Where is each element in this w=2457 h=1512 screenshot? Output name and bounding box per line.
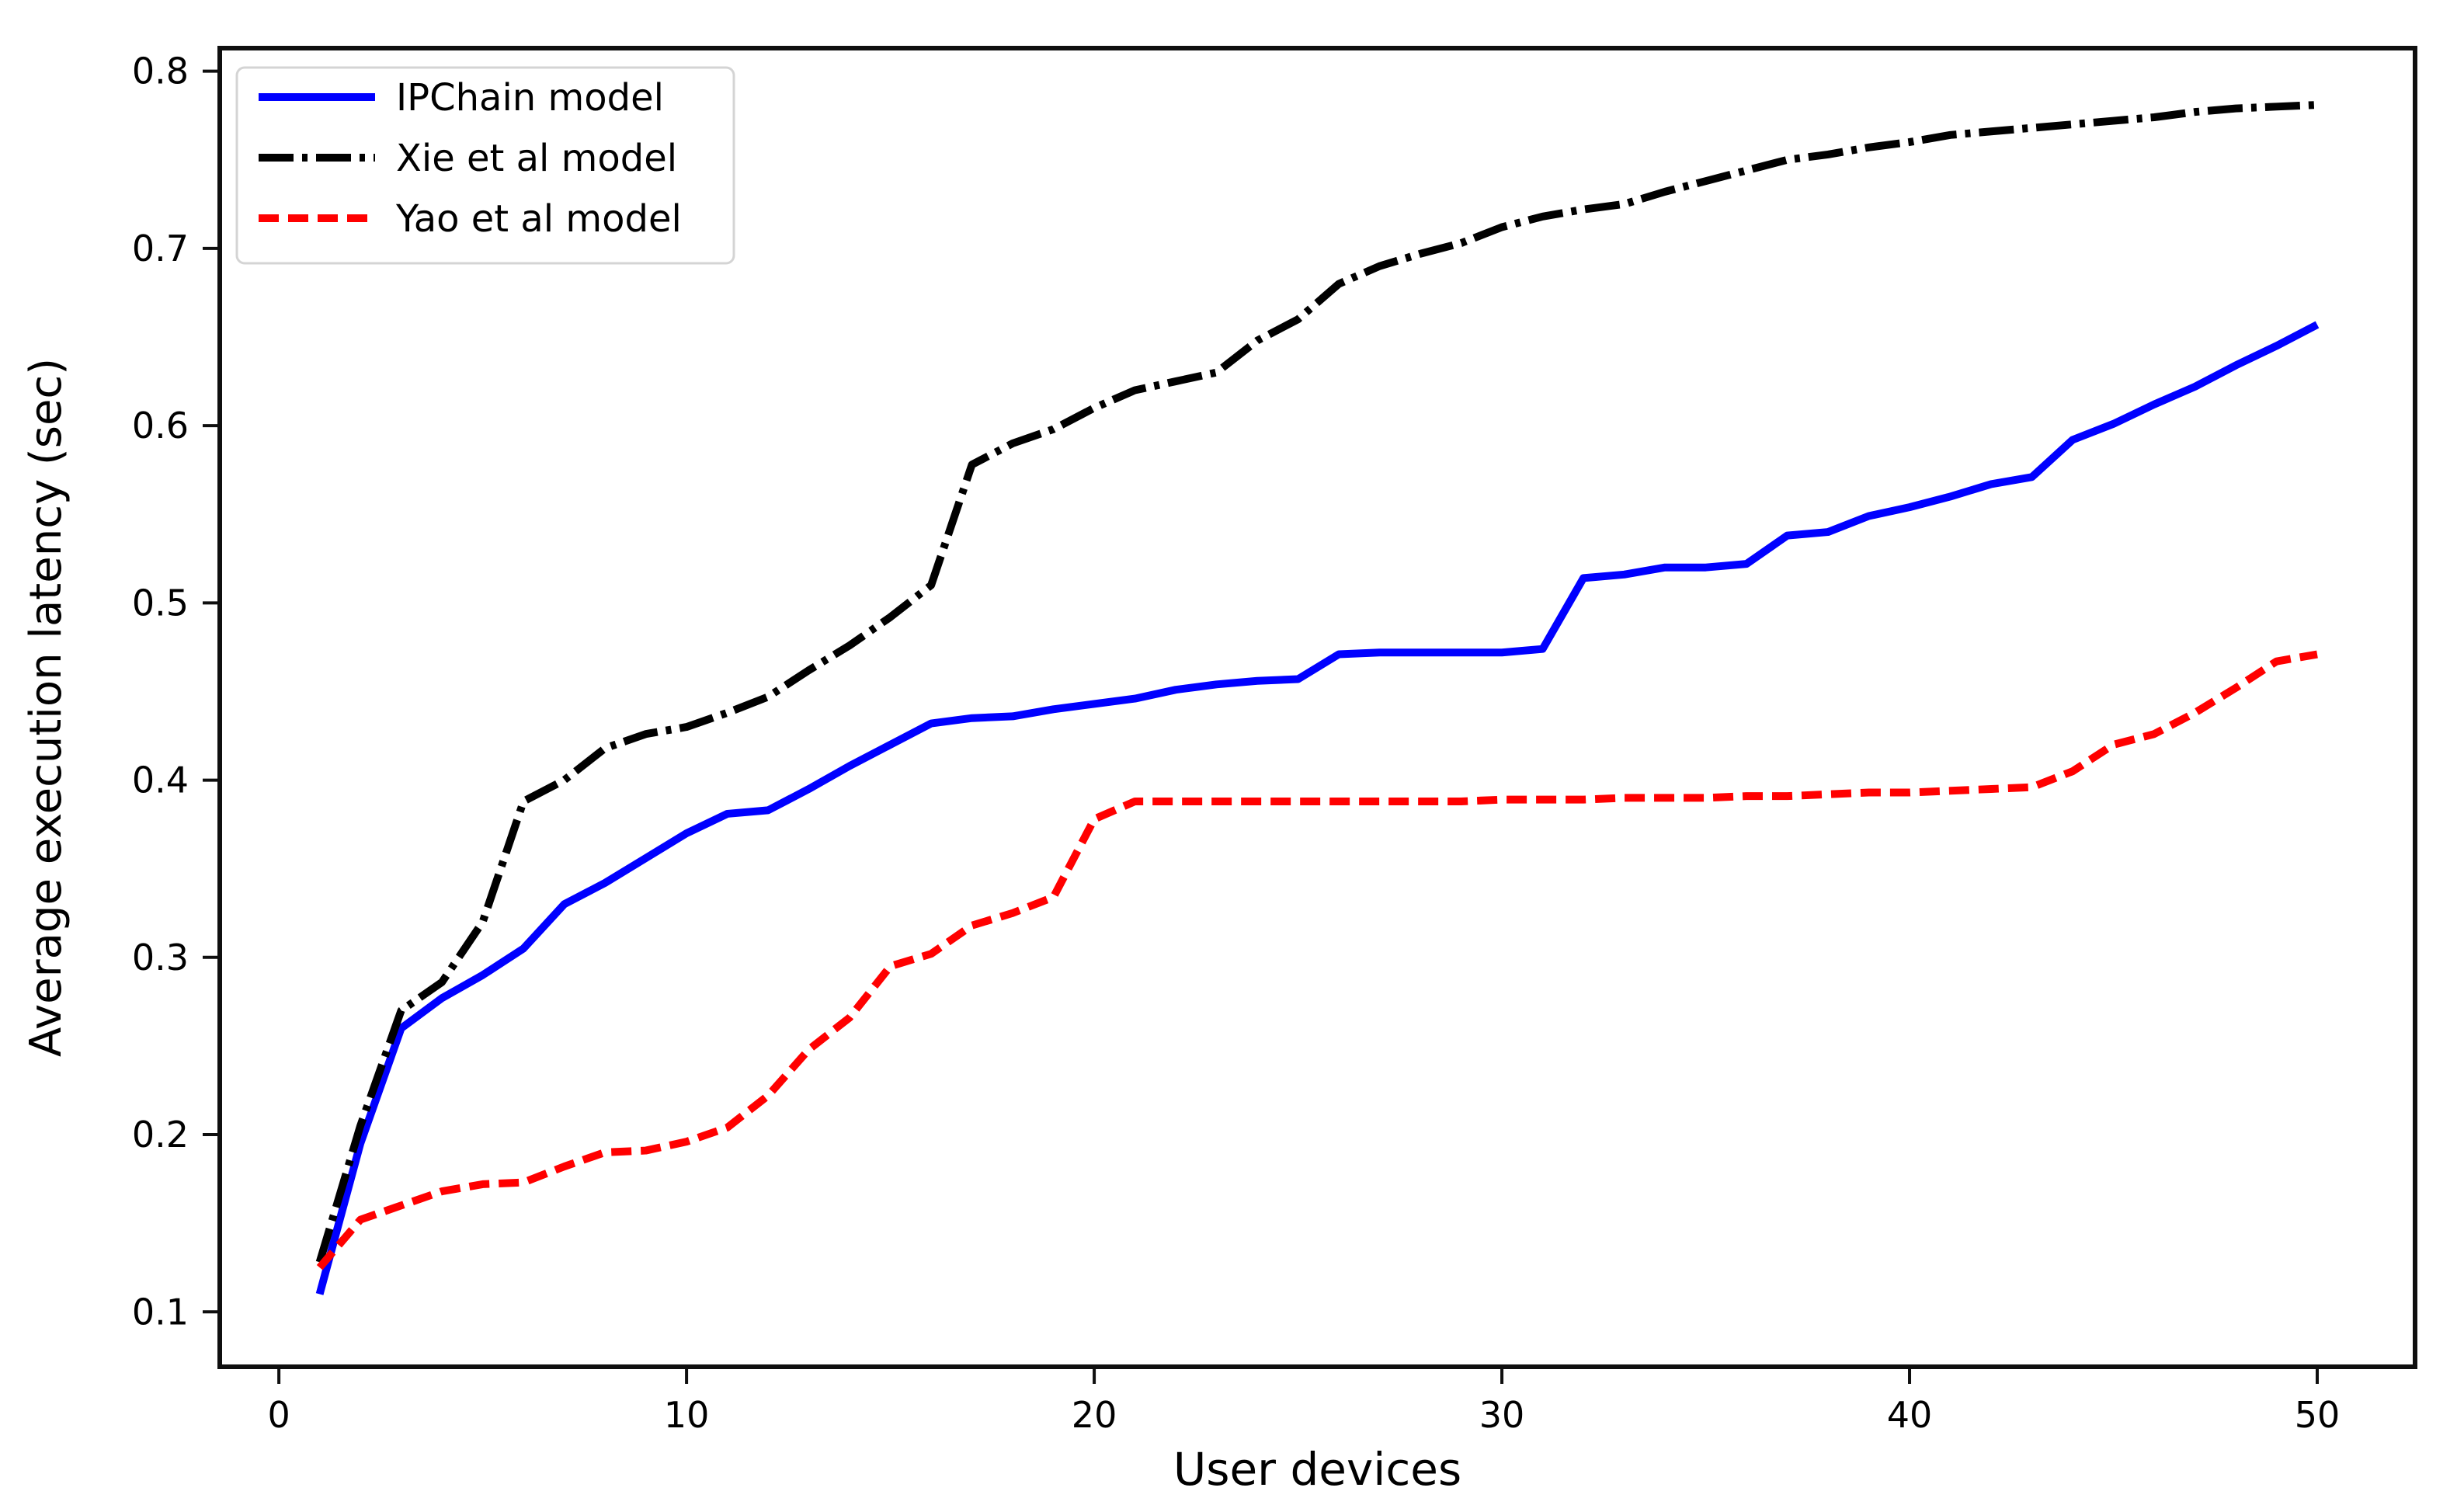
series-line-xie-et-al-model [315, 101, 2318, 1263]
x-tick-label: 30 [1479, 1394, 1525, 1436]
series-line-yao-et-al-model [316, 650, 2318, 1270]
x-tick-label: 20 [1072, 1394, 1117, 1436]
y-tick-label: 0.5 [132, 582, 189, 624]
y-tick-label: 0.8 [132, 50, 189, 92]
y-tick-label: 0.2 [132, 1114, 189, 1156]
x-tick-label: 10 [664, 1394, 710, 1436]
plot-box [217, 46, 2417, 1369]
legend-label: Yao et al model [395, 197, 682, 241]
y-tick-label: 0.6 [132, 405, 189, 447]
y-tick-label: 0.7 [132, 228, 189, 269]
legend-label: Xie et al model [396, 137, 677, 180]
y-tick-label: 0.4 [132, 759, 189, 801]
legend-label: IPChain model [396, 76, 664, 120]
x-tick-label: 0 [267, 1394, 290, 1436]
series-line-ipchain-model [315, 321, 2320, 1295]
x-tick-label: 40 [1887, 1394, 1933, 1436]
x-tick-label: 50 [2295, 1394, 2341, 1436]
x-axis-label: User devices [1173, 1443, 1461, 1496]
y-tick-label: 0.1 [132, 1291, 189, 1333]
y-axis-label: Average execution latency (sec) [21, 358, 71, 1057]
y-tick-label: 0.3 [132, 937, 189, 978]
